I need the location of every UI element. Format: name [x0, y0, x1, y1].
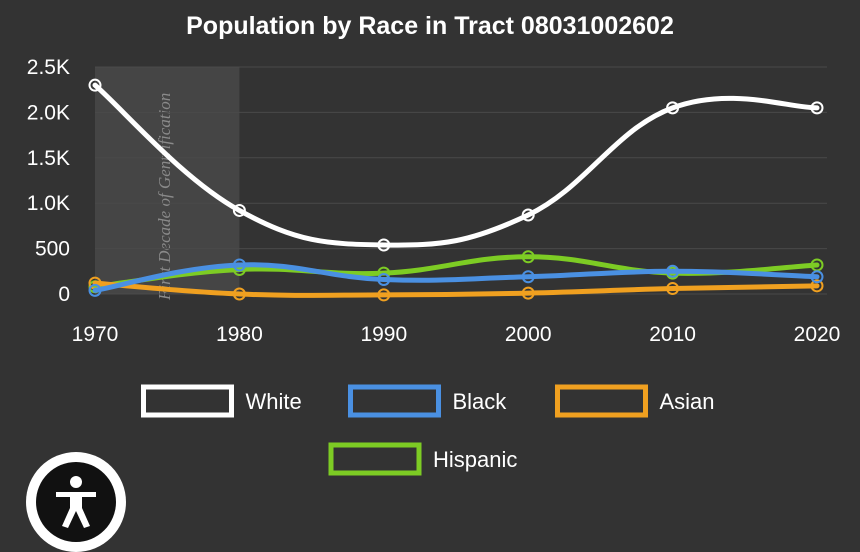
data-point[interactable]: [666, 101, 680, 115]
chart: First Decade of Gentrification Populatio…: [27, 12, 841, 476]
data-point[interactable]: [666, 282, 680, 296]
y-tick-label: 1.0K: [27, 192, 70, 215]
legend-swatch: [348, 384, 441, 418]
chart-title: Population by Race in Tract 08031002602: [186, 12, 674, 40]
y-tick-label: 0: [58, 283, 70, 306]
data-point[interactable]: [521, 286, 535, 300]
data-point[interactable]: [232, 203, 246, 217]
series-line: [92, 280, 820, 298]
legend: White Black Asian Hispanic: [141, 384, 715, 476]
x-axis: 1970 1980 1990 2000 2010 2020: [72, 323, 841, 346]
series-line: [92, 262, 820, 293]
x-tick-label: 1980: [216, 323, 263, 346]
y-axis: 0 500 1.0K 1.5K 2.0K 2.5K: [27, 56, 70, 306]
legend-swatch: [555, 384, 648, 418]
legend-label: Asian: [660, 389, 715, 414]
x-tick-label: 1970: [72, 323, 119, 346]
series-lines: [88, 78, 824, 302]
y-tick-label: 1.5K: [27, 147, 70, 170]
y-tick-label: 2.0K: [27, 101, 70, 124]
data-point[interactable]: [88, 78, 102, 92]
y-tick-label: 500: [35, 238, 70, 261]
data-point[interactable]: [88, 283, 102, 297]
legend-item-white[interactable]: White: [141, 384, 302, 418]
data-point[interactable]: [377, 272, 391, 286]
x-tick-label: 2010: [649, 323, 696, 346]
accessibility-button[interactable]: [26, 452, 126, 552]
legend-label: Hispanic: [433, 447, 517, 472]
legend-item-hispanic[interactable]: Hispanic: [328, 442, 517, 476]
series-white: [88, 78, 824, 252]
legend-item-asian[interactable]: Asian: [555, 384, 715, 418]
gentrification-band-label: First Decade of Gentrification: [155, 93, 174, 301]
series-black: [88, 258, 824, 297]
data-point[interactable]: [521, 250, 535, 264]
data-point[interactable]: [666, 264, 680, 278]
data-point[interactable]: [377, 238, 391, 252]
x-tick-label: 2020: [794, 323, 841, 346]
legend-label: Black: [453, 389, 508, 414]
data-point[interactable]: [521, 270, 535, 284]
data-point[interactable]: [521, 208, 535, 222]
y-tick-label: 2.5K: [27, 56, 70, 79]
legend-item-black[interactable]: Black: [348, 384, 508, 418]
data-point[interactable]: [810, 101, 824, 115]
legend-label: White: [246, 389, 302, 414]
x-tick-label: 1990: [360, 323, 407, 346]
data-point[interactable]: [232, 258, 246, 272]
x-tick-label: 2000: [505, 323, 552, 346]
data-point[interactable]: [810, 279, 824, 293]
legend-swatch: [328, 442, 422, 476]
series-line: [92, 82, 820, 248]
data-point[interactable]: [232, 287, 246, 301]
accessibility-person-icon: [56, 476, 96, 528]
data-point[interactable]: [810, 270, 824, 284]
legend-swatch: [141, 384, 234, 418]
data-point[interactable]: [377, 288, 391, 302]
